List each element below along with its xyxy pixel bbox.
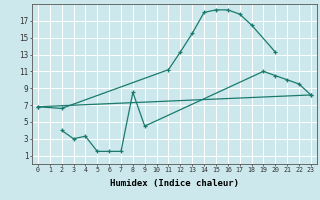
X-axis label: Humidex (Indice chaleur): Humidex (Indice chaleur) [110, 179, 239, 188]
